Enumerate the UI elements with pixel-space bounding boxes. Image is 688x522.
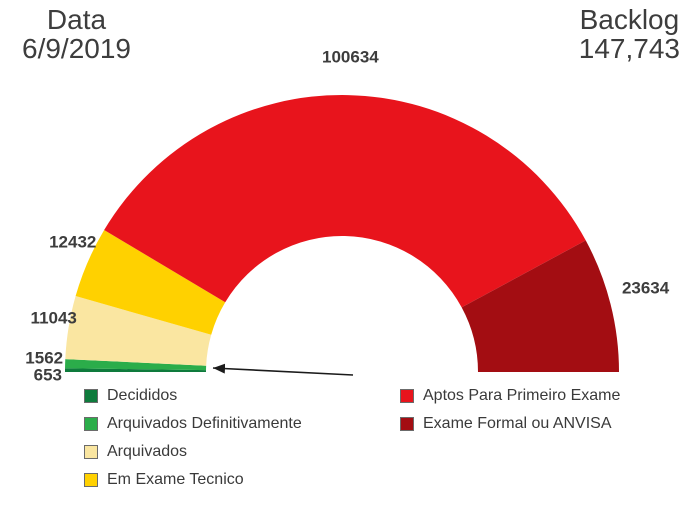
legend-label: Aptos Para Primeiro Exame [423, 387, 621, 404]
legend-label: Em Exame Tecnico [107, 471, 244, 488]
backlog-block: Backlog 147,743 [579, 5, 680, 64]
legend-column-left: Decididos Arquivados Definitivamente Arqui… [84, 387, 302, 489]
legend-item-arquivados-definitivamente[interactable]: Arquivados Definitivamente [84, 415, 302, 433]
legend-swatch-icon [400, 389, 414, 403]
legend-column-right: Aptos Para Primeiro Exame Exame Formal ou… [400, 387, 620, 433]
legend-swatch-icon [84, 417, 98, 431]
legend-label: Arquivados Definitivamente [107, 415, 302, 432]
legend-swatch-icon [400, 417, 414, 431]
segment-arquivados[interactable] [65, 296, 212, 366]
pointer-arrow-icon [212, 363, 354, 376]
legend-item-exame-formal-ou-anvisa[interactable]: Exame Formal ou ANVISA [400, 415, 620, 433]
value-label-exame-formal-ou-anvisa: 23634 [622, 279, 670, 298]
legend-swatch-icon [84, 445, 98, 459]
legend-item-decididos[interactable]: Decididos [84, 387, 302, 405]
legend-swatch-icon [84, 473, 98, 487]
value-label-em-exame-tecnico: 12432 [49, 233, 96, 252]
legend-label: Exame Formal ou ANVISA [423, 415, 612, 432]
value-label-arquivados: 11043 [31, 309, 77, 328]
date-value: 6/9/2019 [22, 33, 131, 65]
legend-item-arquivados[interactable]: Arquivados [84, 443, 302, 461]
legend-label: Arquivados [107, 443, 188, 460]
segment-aptos-para-primeiro-exame[interactable] [104, 95, 586, 308]
segment-decididos[interactable] [65, 368, 207, 372]
segment-exame-formal-ou-anvisa[interactable] [461, 240, 619, 372]
date-block: Data 6/9/2019 [22, 5, 131, 64]
legend-item-em-exame-tecnico[interactable]: Em Exame Tecnico [84, 471, 302, 489]
legend-swatch-icon [84, 389, 98, 403]
backlog-value: 147,743 [578, 33, 680, 65]
segments-layer [65, 95, 619, 372]
segment-em-exame-tecnico[interactable] [75, 230, 226, 335]
value-label-aptos-para-primeiro-exame: 100634 [322, 48, 379, 67]
legend-label: Decididos [107, 387, 178, 404]
legend-item-aptos-para-primeiro-exame[interactable]: Aptos Para Primeiro Exame [400, 387, 620, 405]
value-label-arquivados-definitivamente: 1562 [25, 349, 63, 368]
value-label-decididos: 653 [34, 365, 62, 384]
segment-arquivados-definitivamente[interactable] [65, 359, 207, 371]
backlog-label: Backlog [579, 4, 680, 35]
date-label: Data [46, 4, 107, 35]
